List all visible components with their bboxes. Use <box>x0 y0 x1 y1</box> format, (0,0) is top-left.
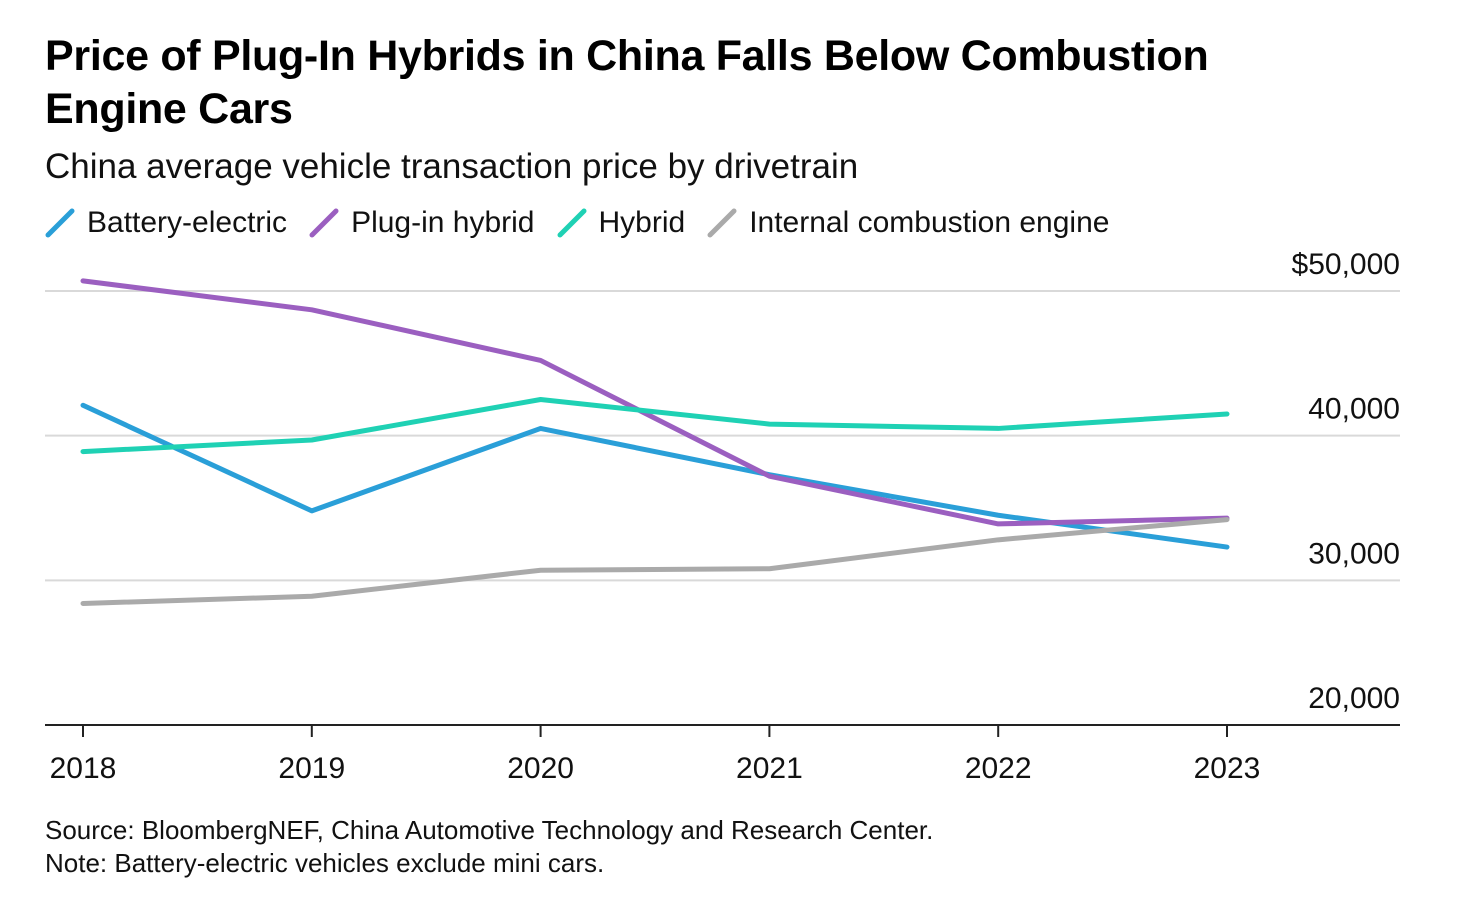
chart-title: Price of Plug-In Hybrids in China Falls … <box>45 32 1209 133</box>
chart-subtitle: China average vehicle transaction price … <box>45 147 859 186</box>
series-line-internal-combustion-engine <box>80 517 1230 606</box>
y-tick-label: $50,000 <box>1292 248 1400 281</box>
x-tick-label: 2018 <box>50 752 117 785</box>
source-note: Source: BloombergNEF, China Automotive T… <box>45 815 934 845</box>
legend-label: Internal combustion engine <box>749 206 1110 239</box>
x-tick-label: 2019 <box>278 752 345 785</box>
y-tick-label: 20,000 <box>1308 682 1400 715</box>
legend-swatch-icon <box>707 208 737 238</box>
y-tick-label: 40,000 <box>1308 393 1400 426</box>
footer: Source: BloombergNEF, China Automotive T… <box>45 814 933 880</box>
legend: Battery-electric Plug-in hybrid Hybrid Inte… <box>45 203 1131 243</box>
legend-item: Plug-in hybrid <box>309 206 535 240</box>
footnote: Note: Battery-electric vehicles exclude … <box>45 848 605 878</box>
x-tick-label: 2022 <box>965 752 1032 785</box>
legend-label: Plug-in hybrid <box>351 206 535 239</box>
line-chart: 20,000 30,000 40,000 $50,000 2018 2019 2020 202… <box>45 248 1400 785</box>
legend-item: Battery-electric <box>45 206 287 240</box>
x-tick-label: 2021 <box>736 752 803 785</box>
legend-label: Battery-electric <box>87 206 288 239</box>
x-tick-label: 2023 <box>1194 752 1261 785</box>
legend-item: Hybrid <box>557 206 686 240</box>
x-tick-label: 2020 <box>507 752 574 785</box>
legend-item: Internal combustion engine <box>707 206 1109 240</box>
y-tick-label: 30,000 <box>1308 537 1400 570</box>
series-line-hybrid <box>80 397 1230 455</box>
legend-swatch-icon <box>557 208 587 238</box>
legend-swatch-icon <box>45 208 75 238</box>
series-line-plug-in-hybrid <box>80 278 1230 527</box>
legend-swatch-icon <box>309 208 339 238</box>
legend-label: Hybrid <box>598 206 686 239</box>
